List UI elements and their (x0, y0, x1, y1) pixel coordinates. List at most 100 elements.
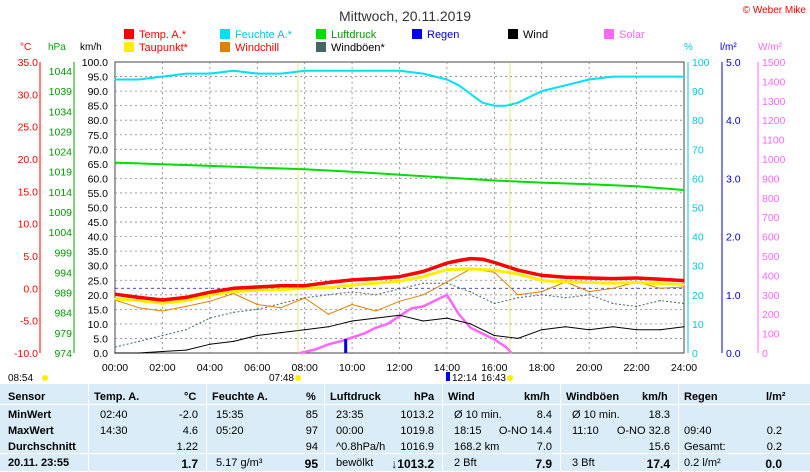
kmh-tick-label: 85.0 (88, 101, 109, 113)
data-point (564, 276, 567, 278)
data-point (493, 271, 495, 273)
data-point (351, 303, 353, 306)
row-label: MaxWert (8, 425, 54, 437)
data-point (280, 332, 282, 334)
data-point (209, 73, 211, 75)
temp-tick-label: 15.0 (18, 186, 39, 198)
table-cell: 0.2 l/m² (684, 457, 721, 469)
header-temp-unit: °C (184, 391, 197, 403)
data-point (304, 70, 306, 72)
legend-label: Taupunkt* (139, 42, 189, 54)
data-point (161, 334, 163, 337)
data-point (304, 329, 306, 331)
time-tick-label: 10:00 (339, 362, 365, 374)
legend-swatch (124, 29, 134, 39)
kmh-tick-label: 60.0 (88, 173, 109, 185)
legend-swatch (316, 29, 326, 39)
table-cell: 1016.9 (400, 441, 434, 453)
hpa-tick-label: 1039 (49, 86, 73, 98)
data-point (564, 84, 567, 86)
sun-icon (42, 375, 48, 381)
data-point (351, 171, 353, 173)
header-humidity-unit: % (306, 391, 316, 403)
data-point (541, 90, 543, 92)
table-cell: 0.2 (766, 441, 782, 453)
data-point (541, 329, 543, 331)
percent-tick-label: 90 (692, 86, 704, 98)
sunrise-icon (295, 375, 301, 381)
hpa-tick-label: 1009 (49, 207, 73, 219)
temp-tick-label: 0.0 (23, 283, 38, 295)
table-cell: 02:40 (100, 409, 128, 421)
kmh-tick-label: 75.0 (88, 130, 109, 142)
weather-chart: Mittwoch, 20.11.2019 © Weber Mike Temp. … (8, 5, 807, 382)
table-cell: O-NO 14.4 (498, 425, 552, 437)
data-point (280, 289, 282, 291)
table-cell: 15:35 (216, 409, 244, 421)
data-point (470, 258, 472, 260)
data-point (114, 298, 116, 300)
data-point (185, 73, 187, 75)
table-cell: 5.17 g/m³ (216, 457, 263, 469)
kmh-tick-label: 50.0 (88, 203, 109, 215)
kmh-tick-label: 20.0 (88, 290, 109, 302)
time-tick-label: 12:00 (386, 362, 412, 374)
data-point (422, 320, 424, 322)
kmh-tick-label: 45.0 (88, 217, 109, 229)
temp-axis-unit: °C (20, 42, 31, 53)
legend-swatch (220, 42, 230, 52)
solar-tick-label: 500 (762, 251, 780, 263)
data-point (470, 268, 472, 270)
data-point (470, 327, 472, 329)
time-tick-label: 14:00 (434, 362, 460, 374)
hpa-tick-label: 1004 (49, 227, 73, 239)
row-label: Durchschnitt (8, 441, 76, 453)
data-point (446, 177, 448, 179)
data-point (232, 287, 235, 289)
kmh-tick-label: 5.0 (93, 333, 108, 345)
data-point (636, 277, 638, 279)
data-point (256, 286, 258, 288)
table-cell: 8.4 (536, 409, 552, 421)
legend-label: Windchill (235, 42, 279, 54)
time-tick-label: 02:00 (149, 362, 175, 374)
legend-swatch (508, 29, 518, 39)
data-point (185, 305, 187, 307)
data-point (398, 288, 401, 290)
data-point (256, 334, 258, 337)
data-point (398, 300, 401, 302)
legend-label: Wind (523, 29, 548, 41)
data-point (659, 283, 661, 285)
percent-tick-label: 0 (692, 348, 698, 360)
table-cell: 1.7 (181, 457, 198, 471)
solar-tick-label: 600 (762, 232, 780, 244)
table-cell: 18:15 (454, 425, 482, 437)
time-tick-label: 18:00 (529, 362, 555, 374)
data-point (138, 300, 140, 302)
table-cell: 17.4 (646, 457, 670, 471)
temp-tick-label: 30.0 (18, 89, 39, 101)
kmh-tick-label: 35.0 (88, 246, 109, 258)
data-point (446, 78, 448, 81)
data-point (636, 281, 638, 284)
data-point (304, 351, 306, 353)
table-cell: 14:30 (100, 425, 128, 437)
data-point (185, 329, 187, 331)
data-point (280, 307, 282, 309)
header-rain-unit: l/m² (766, 391, 786, 403)
rain-tick-label: 0.0 (726, 348, 741, 360)
data-point (493, 338, 495, 340)
data-point (327, 294, 329, 296)
rain-tick-label: 4.0 (726, 115, 741, 127)
data-point (434, 300, 436, 302)
data-point (375, 282, 377, 284)
rain-tick-label: 3.0 (726, 173, 741, 185)
data-point (375, 294, 377, 296)
percent-tick-label: 10 (692, 319, 704, 331)
percent-tick-label: 30 (692, 261, 704, 273)
table-cell: Gesamt: (684, 441, 726, 453)
kmh-tick-label: 40.0 (88, 232, 109, 244)
data-point (481, 333, 484, 335)
series-feuchte-a (115, 69, 684, 107)
data-point (114, 352, 116, 354)
